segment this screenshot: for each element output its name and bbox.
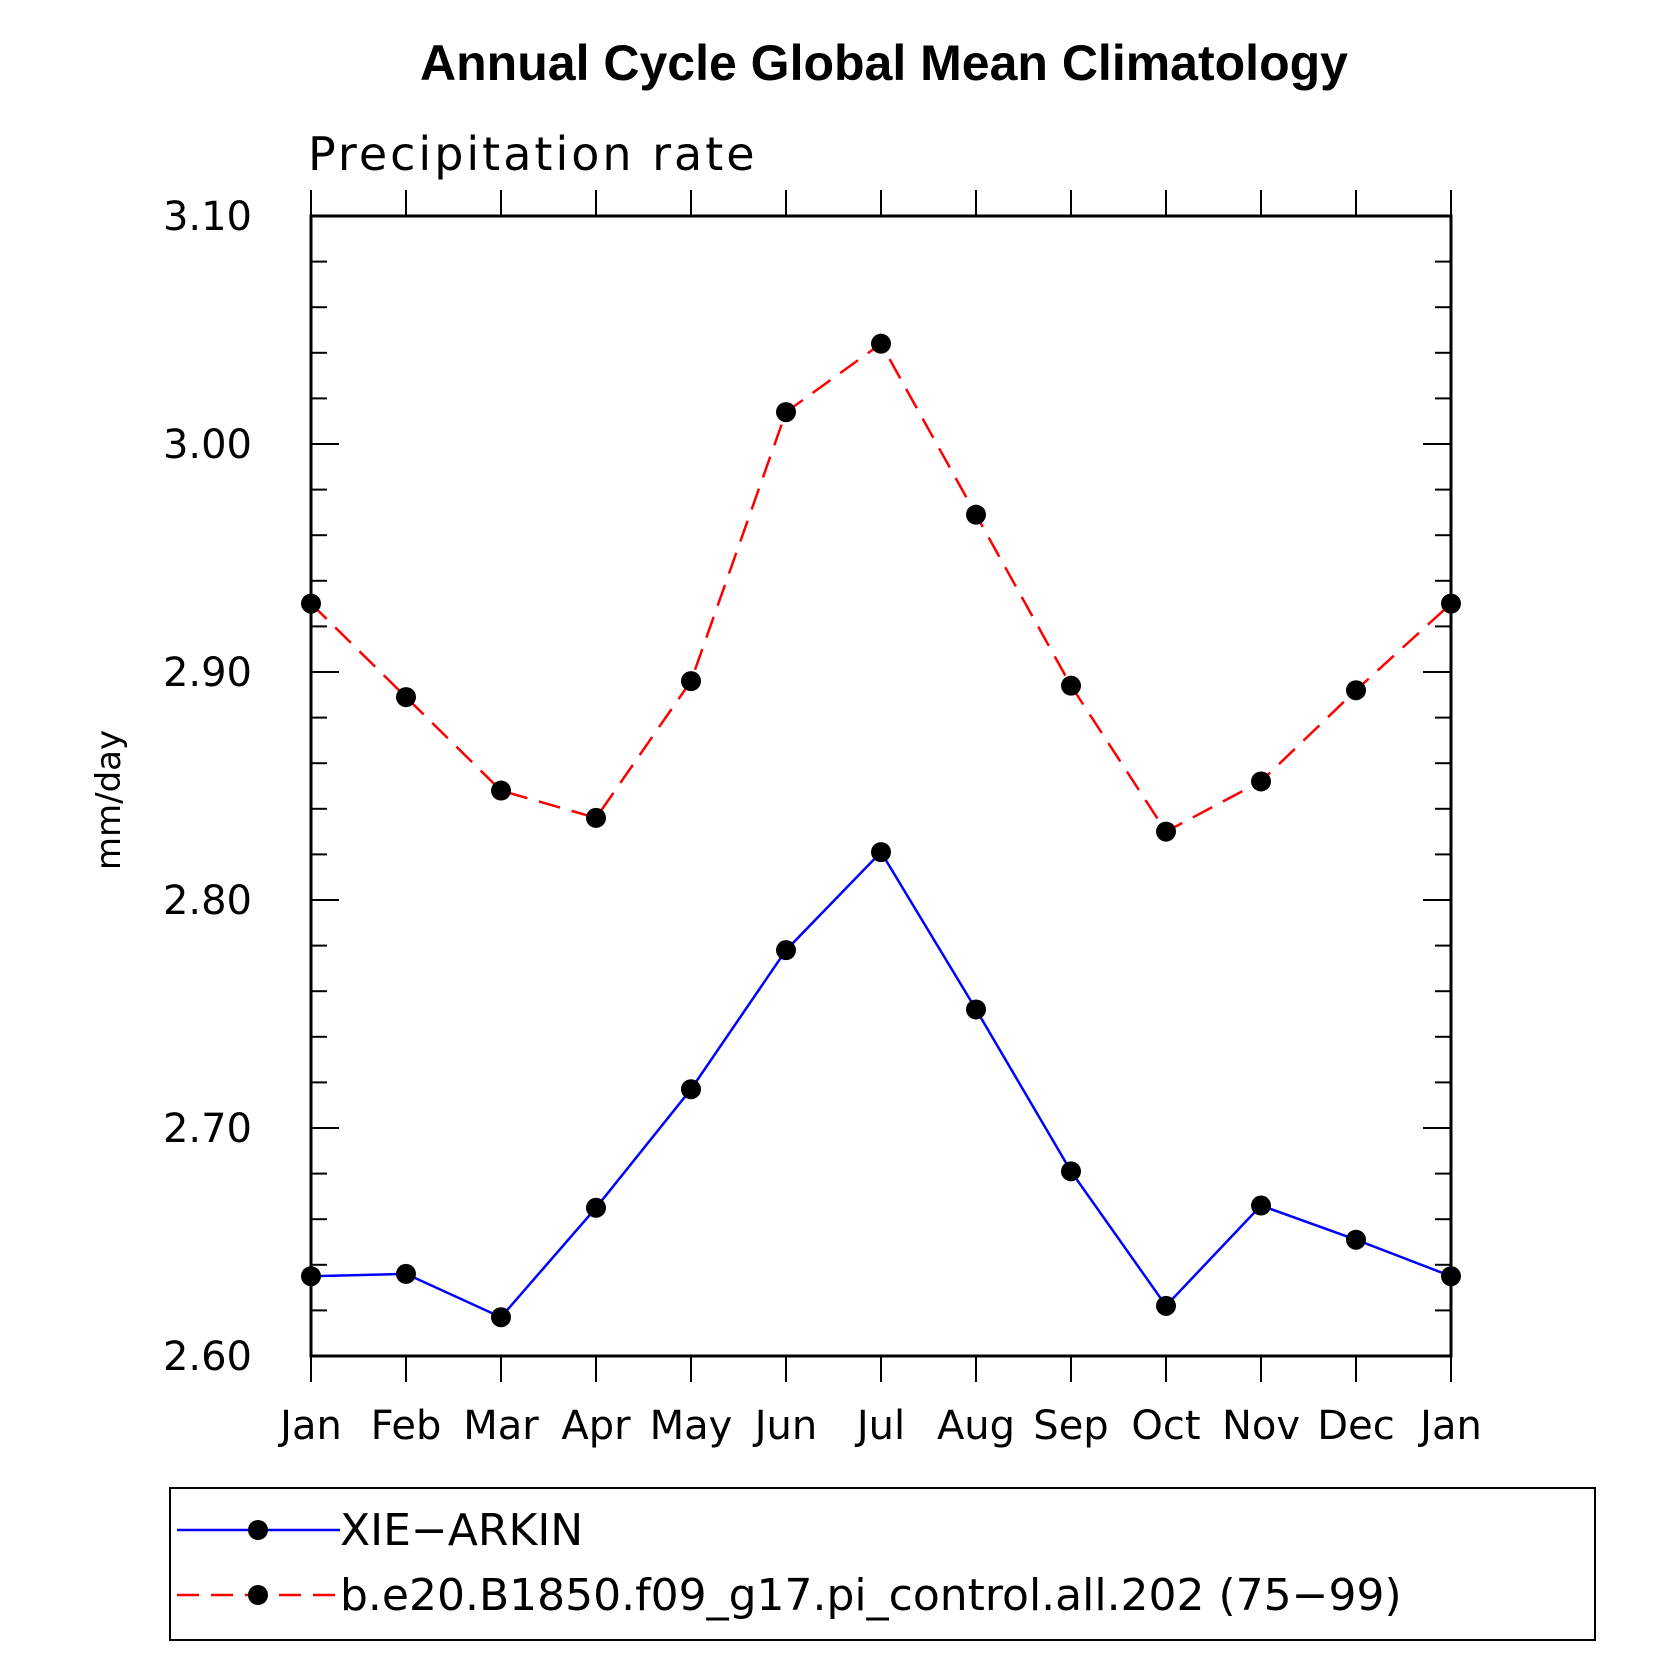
- y-tick-label: 2.80: [163, 878, 252, 924]
- x-tick-label: Feb: [371, 1403, 442, 1449]
- data-point-series-2: [396, 687, 416, 708]
- x-tick-label: Aug: [937, 1403, 1015, 1449]
- data-point-series-1: [1251, 1195, 1271, 1216]
- data-point-series-2: [1156, 821, 1176, 842]
- y-tick-label: 2.60: [163, 1334, 252, 1380]
- x-tick-label: Jan: [277, 1403, 342, 1449]
- x-tick-label: May: [650, 1403, 733, 1449]
- x-tick-labels: Jan Feb Mar Apr May Jun Jul Aug Sep Oct Nov Dec Jan: [277, 1403, 1482, 1449]
- data-point-series-1: [776, 940, 796, 961]
- data-point-series-1: [1441, 1266, 1461, 1287]
- data-point-series-1: [1061, 1161, 1081, 1182]
- data-point-series-1: [681, 1079, 701, 1100]
- legend-marker-series-2: [248, 1585, 268, 1605]
- x-tick-label: Nov: [1222, 1403, 1300, 1449]
- data-point-series-1: [586, 1197, 606, 1218]
- data-point-series-2: [491, 780, 511, 801]
- data-point-series-2: [1061, 675, 1081, 696]
- data-point-series-2: [1346, 680, 1366, 701]
- y-tick-label: 3.00: [163, 422, 252, 468]
- y-tick-labels: 2.60 2.70 2.80 2.90 3.00 3.10: [163, 194, 252, 1380]
- chart-title: Annual Cycle Global Mean Climatology: [420, 35, 1348, 91]
- x-tick-label: Oct: [1131, 1403, 1200, 1449]
- data-point-series-1: [396, 1263, 416, 1284]
- x-tick-label: Jan: [1417, 1403, 1482, 1449]
- axis-ticks: [310, 190, 1452, 1382]
- chart-subtitle: Precipitation rate: [308, 127, 758, 181]
- y-tick-label: 3.10: [163, 194, 252, 240]
- y-tick-label: 2.70: [163, 1106, 252, 1152]
- data-point-series-2: [1251, 771, 1271, 792]
- legend: XIE−ARKIN b.e20.B1850.f09_g17.pi_control…: [169, 1487, 1596, 1641]
- data-point-series-1: [491, 1307, 511, 1328]
- data-point-series-1: [966, 999, 986, 1020]
- data-point-series-2: [301, 593, 321, 614]
- data-point-series-2: [966, 504, 986, 525]
- data-point-series-2: [586, 807, 606, 828]
- data-point-series-2: [681, 671, 701, 692]
- data-point-series-1: [301, 1266, 321, 1287]
- x-tick-label: Jun: [752, 1403, 818, 1449]
- y-tick-label: 2.90: [163, 650, 252, 696]
- x-tick-label: Apr: [561, 1403, 631, 1449]
- legend-box: [169, 1487, 1596, 1641]
- x-tick-label: Dec: [1317, 1403, 1394, 1449]
- legend-marker-series-1: [248, 1520, 268, 1540]
- legend-label-series-2: b.e20.B1850.f09_g17.pi_control.all.202 (…: [340, 1570, 1402, 1621]
- x-tick-label: Jul: [854, 1403, 905, 1449]
- data-point-series-2: [776, 402, 796, 423]
- series-layer: [301, 333, 1461, 1328]
- data-point-series-1: [1346, 1229, 1366, 1250]
- plot-frame: [309, 214, 1453, 1358]
- data-point-series-2: [1441, 593, 1461, 614]
- series-line-1: [310, 850, 1452, 1319]
- series-line-2: [310, 341, 1452, 834]
- data-point-series-1: [1156, 1295, 1176, 1316]
- y-axis-label: mm/day: [89, 730, 129, 870]
- data-point-series-2: [871, 333, 891, 354]
- data-point-series-1: [871, 842, 891, 863]
- x-tick-label: Mar: [463, 1403, 539, 1449]
- x-tick-label: Sep: [1033, 1403, 1108, 1449]
- legend-label-series-1: XIE−ARKIN: [340, 1505, 583, 1556]
